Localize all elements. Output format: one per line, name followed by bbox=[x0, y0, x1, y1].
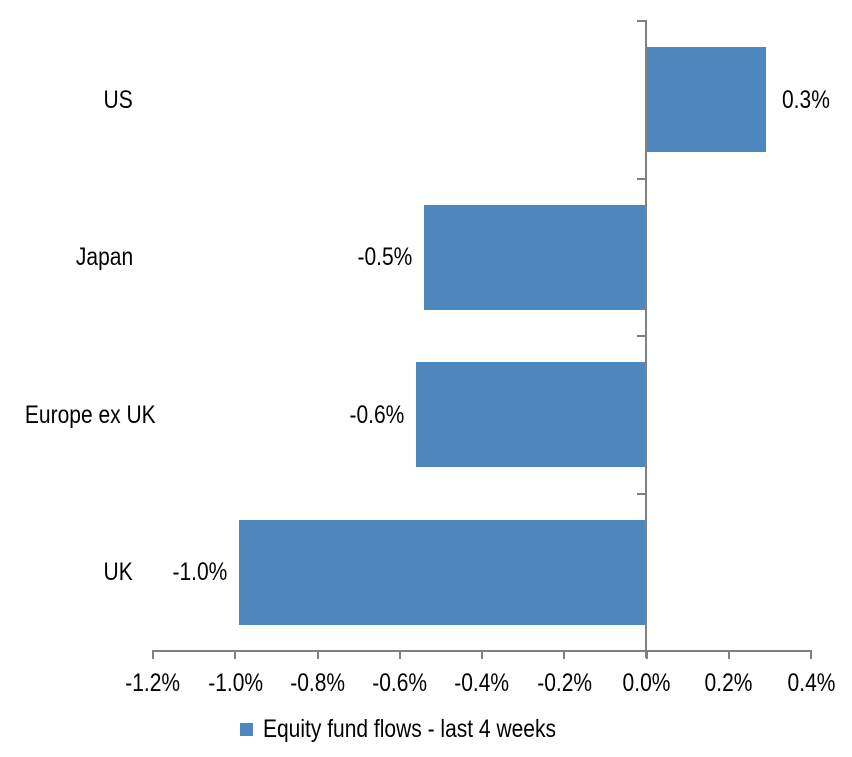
category-axis-tick bbox=[636, 20, 646, 22]
x-axis-tick-label-text: 0.2% bbox=[704, 669, 753, 697]
x-axis-tick-label: -0.6% bbox=[320, 668, 480, 698]
x-axis-tick-label: -0.4% bbox=[402, 668, 562, 698]
x-axis-tick-label-text: -1.2% bbox=[125, 669, 181, 697]
x-axis-tick-label: 0.2% bbox=[649, 668, 809, 698]
x-axis-tick-label-text: -0.6% bbox=[372, 669, 428, 697]
legend-swatch bbox=[240, 722, 254, 736]
x-axis-tick bbox=[398, 650, 401, 659]
category-label-uk-text: UK bbox=[103, 558, 133, 587]
x-axis-tick-label-text: -0.4% bbox=[454, 669, 510, 697]
x-axis-tick bbox=[810, 650, 812, 659]
x-axis-tick-label: -0.8% bbox=[238, 668, 398, 698]
category-axis-tick bbox=[636, 335, 646, 337]
x-axis-tick-label-text: -0.8% bbox=[290, 669, 345, 697]
x-axis-tick-label-text: 0.0% bbox=[622, 669, 671, 697]
legend-label: Equity fund flows - last 4 weeks bbox=[263, 715, 557, 743]
x-axis-tick-label: 0.0% bbox=[567, 668, 727, 698]
category-label-europe-ex-uk-text: Europe ex UK bbox=[24, 400, 156, 429]
x-axis-tick-label-text: -0.2% bbox=[536, 669, 592, 697]
data-label-europe-ex-uk-text: -0.6% bbox=[349, 400, 405, 429]
x-axis-tick bbox=[481, 650, 483, 659]
data-label-us-text: 0.3% bbox=[781, 85, 830, 114]
legend: Equity fund flows - last 4 weeks bbox=[0, 714, 852, 744]
x-axis-tick bbox=[563, 650, 566, 659]
x-axis-tick-label: -1.2% bbox=[73, 668, 233, 698]
x-axis-tick-label: -1.0% bbox=[155, 668, 315, 698]
data-label-europe-ex-uk: -0.6% bbox=[104, 400, 404, 430]
x-axis-tick bbox=[727, 650, 730, 659]
bar-us bbox=[646, 47, 766, 153]
bar-uk bbox=[239, 519, 647, 625]
bar-japan bbox=[424, 204, 647, 310]
category-axis-tick bbox=[636, 492, 646, 495]
category-axis-zero-line bbox=[645, 20, 647, 658]
x-axis-tick-label: -0.2% bbox=[484, 668, 644, 698]
data-label-japan: -0.5% bbox=[112, 242, 413, 272]
x-axis-tick-label-text: 0.4% bbox=[787, 669, 835, 697]
category-label-japan-text: Japan bbox=[75, 243, 133, 272]
category-label-us-text: US bbox=[103, 85, 133, 114]
x-axis-tick-label: 0.4% bbox=[731, 668, 852, 698]
x-axis-tick bbox=[234, 650, 237, 659]
category-label-japan: Japan bbox=[0, 242, 133, 272]
category-label-us: US bbox=[0, 85, 133, 115]
value-axis-line bbox=[152, 650, 812, 652]
data-label-uk: -1.0% bbox=[0, 557, 228, 587]
data-label-japan-text: -0.5% bbox=[357, 243, 413, 272]
x-axis-tick-label-text: -1.0% bbox=[207, 669, 263, 697]
category-axis-tick bbox=[636, 177, 646, 180]
data-label-us: 0.3% bbox=[782, 85, 852, 115]
category-label-uk: UK bbox=[0, 557, 133, 587]
x-axis-tick bbox=[152, 650, 154, 659]
bar-europe-ex-uk bbox=[416, 362, 647, 468]
data-label-uk-text: -1.0% bbox=[172, 558, 228, 587]
x-axis-tick bbox=[316, 650, 319, 659]
category-label-europe-ex-uk: Europe ex UK bbox=[0, 400, 156, 430]
